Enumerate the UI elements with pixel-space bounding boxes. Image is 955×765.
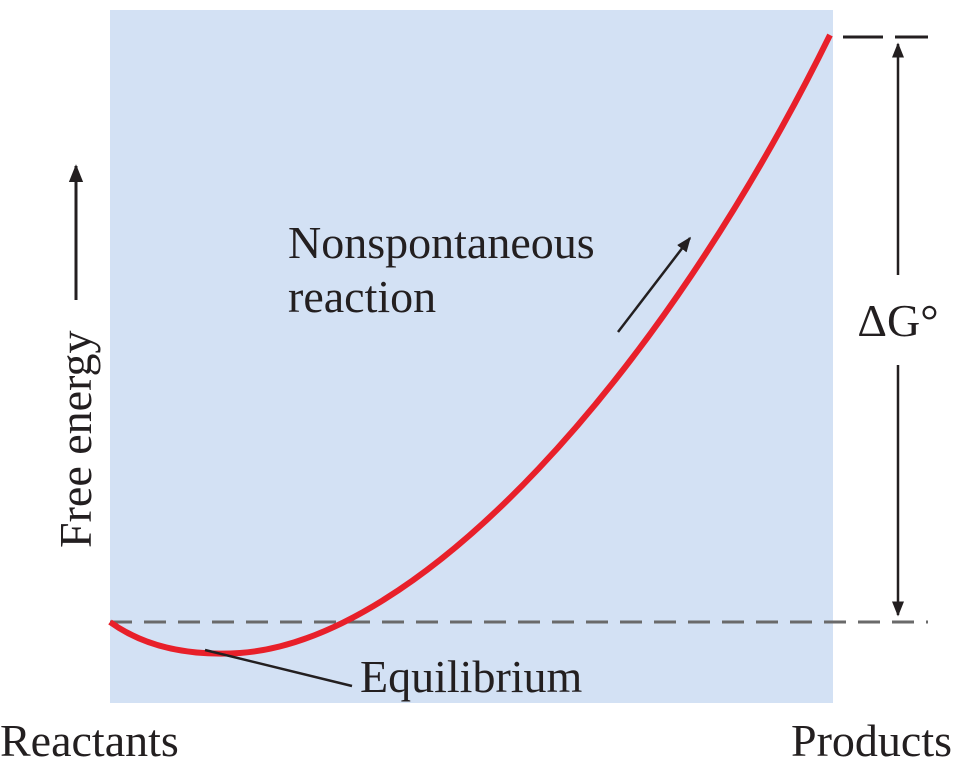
equilibrium-pointer <box>204 648 353 688</box>
annotation-line1: Nonspontaneous <box>288 217 595 268</box>
energy-curve <box>108 33 833 657</box>
y-axis-label: Free energy <box>50 330 101 548</box>
direction-arrow <box>617 236 691 333</box>
equilibrium-label: Equilibrium <box>360 651 583 702</box>
plot-area <box>110 10 833 703</box>
delta-label: ΔG° <box>857 295 938 346</box>
x-right-label: Products <box>791 715 952 765</box>
annotation-line2: reaction <box>288 271 436 322</box>
x-left-label: Reactants <box>0 715 179 765</box>
